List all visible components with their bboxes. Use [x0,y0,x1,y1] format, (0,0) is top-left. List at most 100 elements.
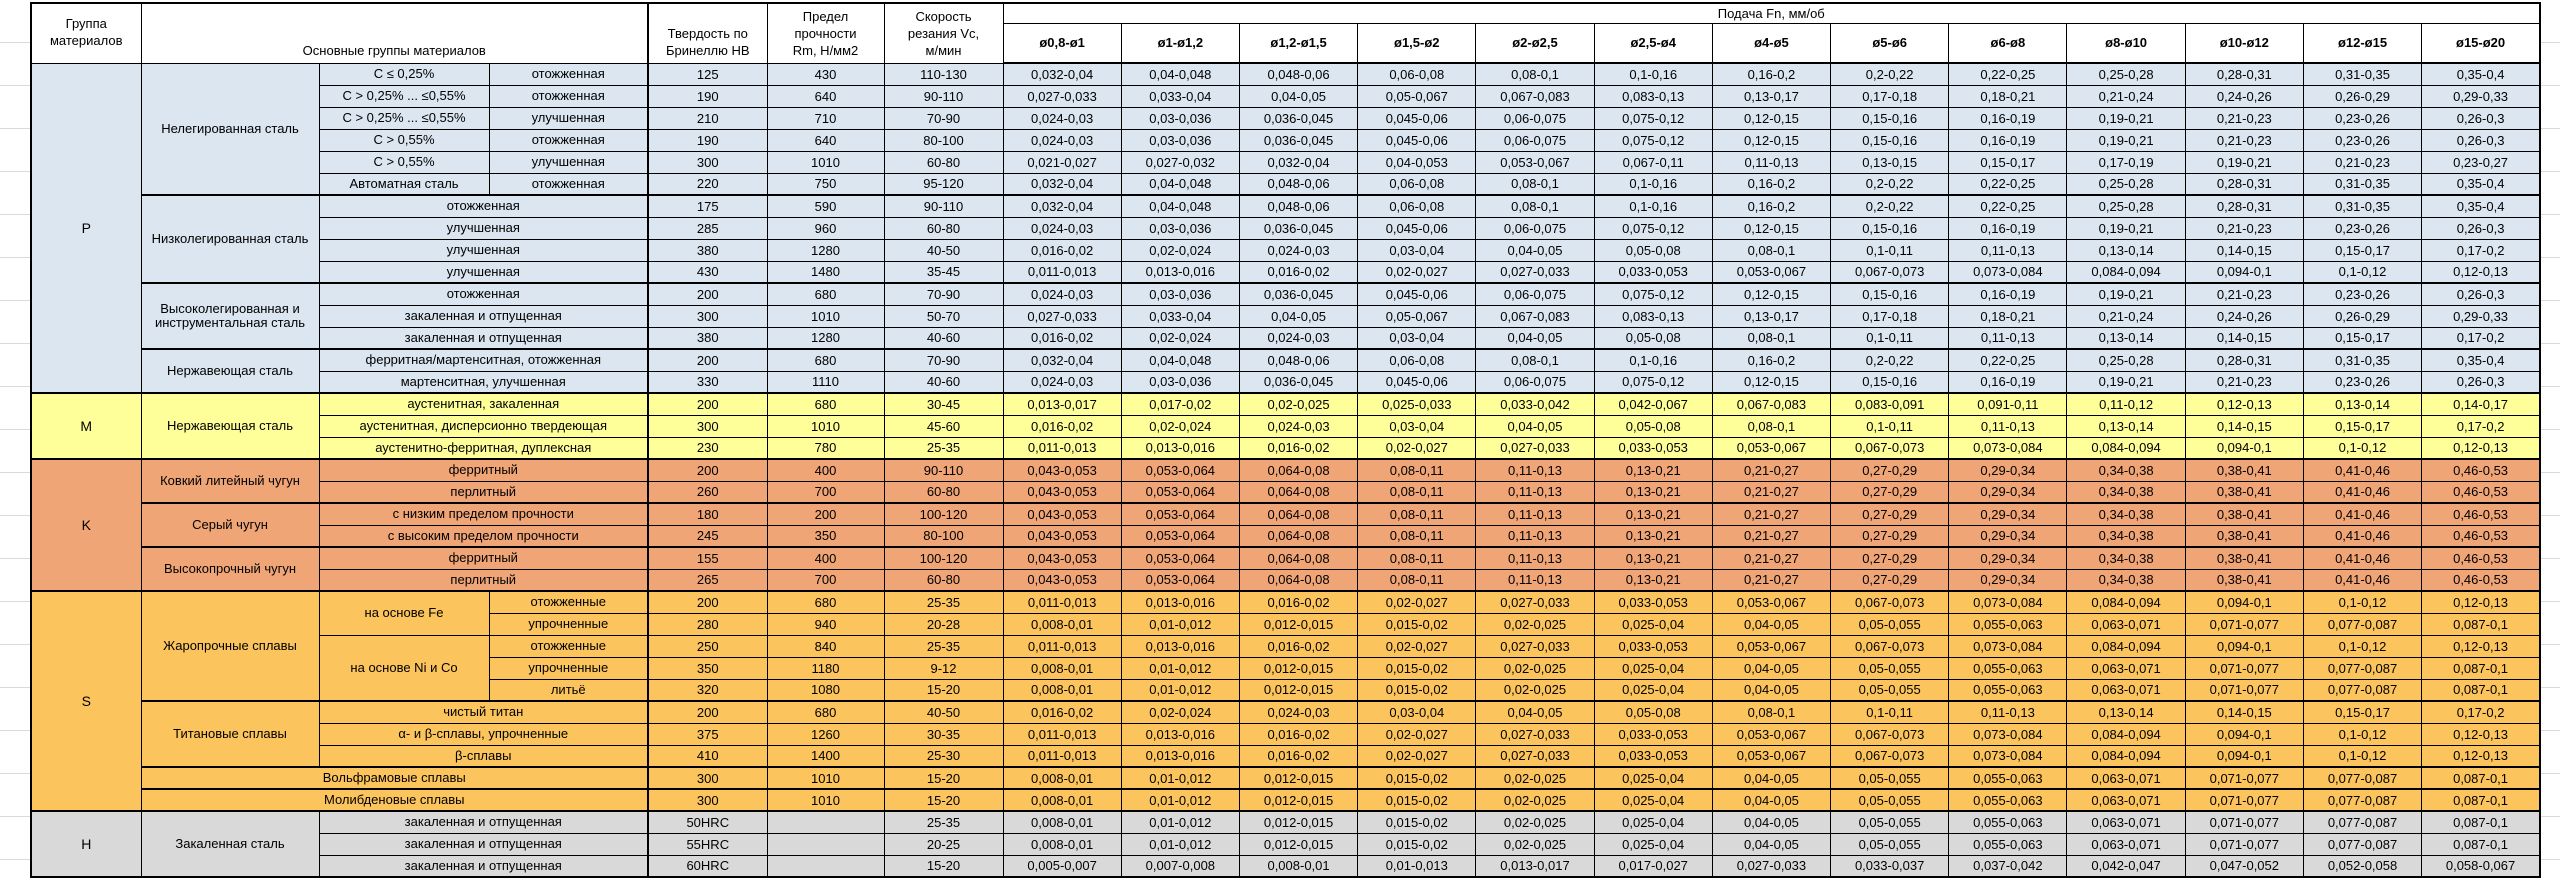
feed-cell[interactable]: 0,048-0,06 [1238,348,1359,372]
feed-cell[interactable]: 0,015-0,02 [1357,810,1477,834]
feed-cell[interactable]: 0,077-0,087 [2302,810,2423,834]
feed-cell[interactable]: 0,1-0,16 [1593,62,1713,86]
feed-cell[interactable]: 0,013-0,016 [1120,436,1240,460]
feed-cell[interactable]: 0,016-0,02 [1238,590,1359,614]
feed-cell[interactable]: 0,02-0,025 [1475,810,1595,834]
rm-cell[interactable]: 960 [766,216,885,240]
feed-cell[interactable]: 0,048-0,06 [1238,194,1359,218]
feed-cell[interactable]: 0,28-0,31 [2184,194,2304,218]
feed-cell[interactable]: 0,05-0,055 [1830,810,1950,834]
material-cell[interactable]: чистый титан [318,700,649,724]
feed-cell[interactable]: 0,02-0,025 [1238,392,1359,416]
vc-cell[interactable]: 40-50 [883,700,1004,724]
feed-cell[interactable]: 0,41-0,46 [2302,458,2423,482]
feed-cell[interactable]: 0,032-0,04 [1002,172,1122,196]
feed-cell[interactable]: 0,063-0,071 [2066,612,2186,636]
feed-cell[interactable]: 0,036-0,045 [1238,106,1359,130]
feed-cell[interactable]: 0,04-0,05 [1711,832,1832,856]
feed-cell[interactable]: 0,064-0,08 [1238,480,1359,504]
feed-cell[interactable]: 0,067-0,073 [1830,590,1950,614]
feed-cell[interactable]: 0,16-0,2 [1711,62,1832,86]
feed-cell[interactable]: 0,032-0,04 [1002,348,1122,372]
feed-cell[interactable]: 0,045-0,06 [1357,282,1477,306]
material-cell[interactable]: аустенитная, дисперсионно твердеющая [318,414,649,438]
feed-cell[interactable]: 0,12-0,15 [1711,216,1832,240]
feed-cell[interactable]: 0,011-0,013 [1002,260,1122,284]
feed-cell[interactable]: 0,067-0,073 [1830,744,1950,768]
feed-cell[interactable]: 0,008-0,01 [1002,810,1122,834]
feed-cell[interactable]: 0,16-0,19 [1948,370,2068,394]
feed-cell[interactable]: 0,02-0,025 [1475,766,1595,790]
material-cell[interactable]: C > 0,25% ... ≤0,55% [318,84,490,108]
feed-cell[interactable]: 0,04-0,05 [1711,788,1832,812]
feed-cell[interactable]: 0,036-0,045 [1238,216,1359,240]
feed-cell[interactable]: 0,027-0,033 [1002,84,1122,108]
feed-cell[interactable]: 0,015-0,02 [1357,766,1477,790]
feed-cell[interactable]: 0,077-0,087 [2302,766,2423,790]
feed-cell[interactable]: 0,17-0,2 [2421,326,2541,350]
feed-cell[interactable]: 0,41-0,46 [2302,568,2423,592]
feed-cell[interactable]: 0,12-0,13 [2421,590,2541,614]
feed-cell[interactable]: 0,05-0,055 [1830,788,1950,812]
feed-cell[interactable]: 0,084-0,094 [2066,744,2186,768]
feed-cell[interactable]: 0,03-0,036 [1120,128,1240,152]
diameter-col-header[interactable]: ø12-ø15 [2302,22,2423,64]
feed-cell[interactable]: 0,46-0,53 [2421,524,2541,548]
rm-cell[interactable] [766,854,885,878]
hb-cell[interactable]: 245 [647,524,768,548]
feed-cell[interactable]: 0,087-0,1 [2421,678,2541,702]
material-cell[interactable]: мартенситная, улучшенная [318,370,649,394]
feed-cell[interactable]: 0,25-0,28 [2066,172,2186,196]
feed-cell[interactable]: 0,31-0,35 [2302,194,2423,218]
diameter-col-header[interactable]: ø2-ø2,5 [1475,22,1595,64]
feed-cell[interactable]: 0,06-0,075 [1475,106,1595,130]
feed-cell[interactable]: 0,032-0,04 [1002,194,1122,218]
rm-cell[interactable]: 1260 [766,722,885,746]
feed-cell[interactable]: 0,016-0,02 [1238,634,1359,658]
feed-cell[interactable]: 0,094-0,1 [2184,722,2304,746]
hb-cell[interactable]: 300 [647,304,768,328]
feed-cell[interactable]: 0,04-0,05 [1475,326,1595,350]
feed-cell[interactable]: 0,075-0,12 [1593,370,1713,394]
feed-cell[interactable]: 0,024-0,03 [1238,238,1359,262]
rm-cell[interactable]: 1010 [766,304,885,328]
group-letter-cell[interactable]: H [30,810,142,878]
feed-cell[interactable]: 0,16-0,2 [1711,348,1832,372]
feed-cell[interactable]: 0,21-0,23 [2184,106,2304,130]
feed-cell[interactable]: 0,025-0,033 [1357,392,1477,416]
diameter-col-header[interactable]: ø6-ø8 [1948,22,2068,64]
feed-cell[interactable]: 0,012-0,015 [1238,656,1359,680]
vc-cell[interactable]: 15-20 [883,854,1004,878]
feed-cell[interactable]: 0,1-0,12 [2302,260,2423,284]
feed-cell[interactable]: 0,1-0,11 [1830,326,1950,350]
feed-cell[interactable]: 0,017-0,027 [1593,854,1713,878]
feed-cell[interactable]: 0,21-0,27 [1711,546,1832,570]
feed-cell[interactable]: 0,21-0,24 [2066,84,2186,108]
feed-cell[interactable]: 0,08-0,1 [1711,238,1832,262]
feed-cell[interactable]: 0,084-0,094 [2066,436,2186,460]
feed-cell[interactable]: 0,21-0,27 [1711,480,1832,504]
material-cell[interactable]: ферритный [318,546,649,570]
feed-cell[interactable]: 0,053-0,064 [1120,546,1240,570]
feed-cell[interactable]: 0,08-0,11 [1357,502,1477,526]
feed-cell[interactable]: 0,29-0,34 [1948,568,2068,592]
feed-cell[interactable]: 0,15-0,17 [2302,326,2423,350]
diameter-col-header[interactable]: ø1,5-ø2 [1357,22,1477,64]
feed-cell[interactable]: 0,067-0,073 [1830,634,1950,658]
feed-cell[interactable]: 0,063-0,071 [2066,766,2186,790]
feed-cell[interactable]: 0,31-0,35 [2302,172,2423,196]
feed-cell[interactable]: 0,067-0,11 [1593,150,1713,174]
feed-cell[interactable]: 0,025-0,04 [1593,612,1713,636]
hb-cell[interactable]: 320 [647,678,768,702]
material-cell[interactable]: улучшенная [318,260,649,284]
feed-cell[interactable]: 0,024-0,03 [1002,216,1122,240]
feed-cell[interactable]: 0,01-0,013 [1357,854,1477,878]
material-cell[interactable]: на основе Ni и Co [318,634,490,702]
feed-cell[interactable]: 0,008-0,01 [1002,788,1122,812]
diameter-col-header[interactable]: ø5-ø6 [1830,22,1950,64]
material-cell[interactable]: Вольфрамовые сплавы [140,766,649,790]
feed-cell[interactable]: 0,058-0,067 [2421,854,2541,878]
vc-cell[interactable]: 20-28 [883,612,1004,636]
feed-cell[interactable]: 0,027-0,033 [1475,744,1595,768]
material-cell[interactable]: улучшенная [318,216,649,240]
